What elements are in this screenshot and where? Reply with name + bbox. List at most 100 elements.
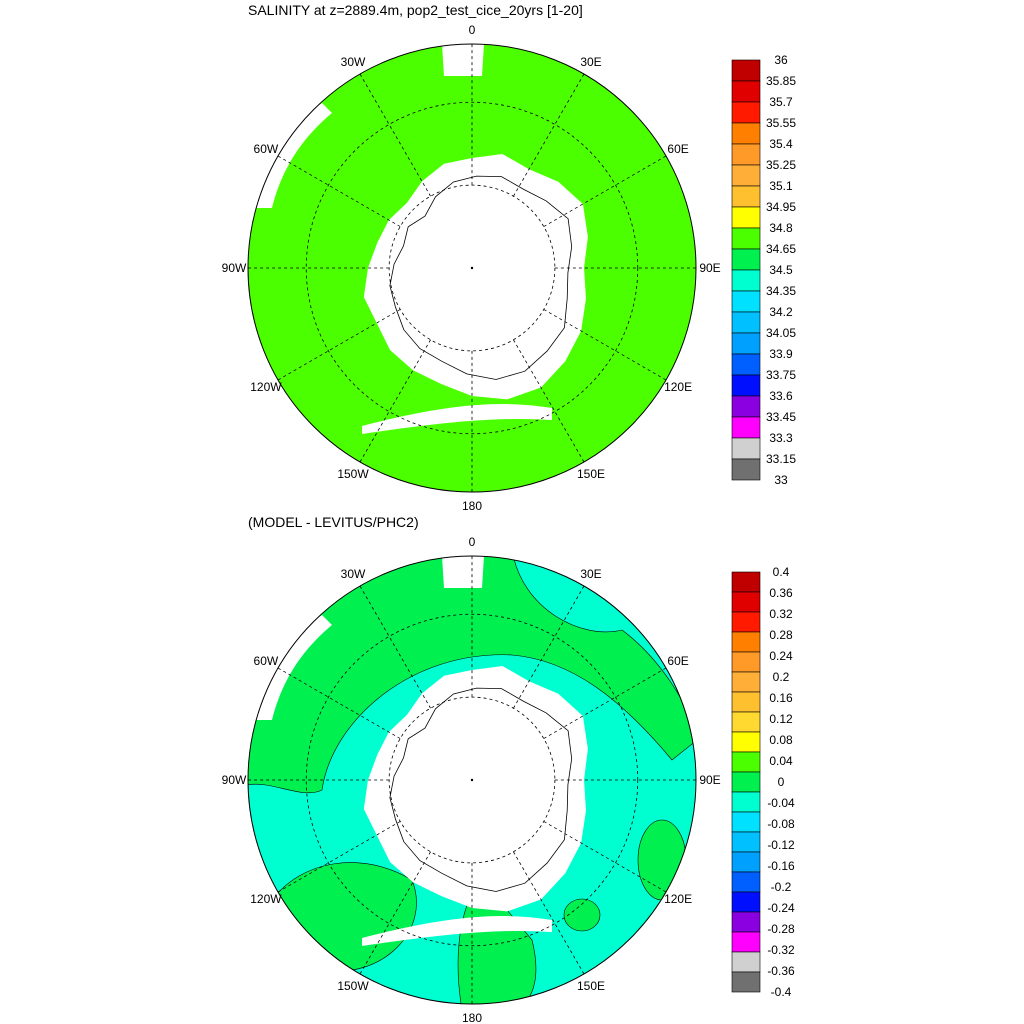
bottom-land-mask [442, 556, 484, 588]
longitude-label: 90E [699, 773, 720, 787]
colorbar-label: -0.2 [771, 880, 792, 894]
longitude-label: 30E [580, 567, 601, 581]
longitude-label: 90W [222, 261, 247, 275]
colorbar-swatch [731, 691, 761, 713]
colorbar-swatch [731, 227, 761, 250]
colorbar-swatch [731, 185, 761, 208]
longitude-label: 120E [664, 892, 692, 906]
colorbar-swatch [731, 101, 761, 124]
top-map-frame [247, 43, 697, 493]
colorbar-label: -0.32 [767, 943, 795, 957]
colorbar-label: 33.15 [766, 452, 796, 466]
bottom-ridge-mask [362, 916, 552, 946]
colorbar-swatch [731, 891, 761, 913]
colorbar-label: 35.85 [766, 74, 796, 88]
colorbar-label: 0.12 [769, 712, 793, 726]
longitude-label: 60W [254, 654, 279, 668]
bottom-map-frame [247, 555, 697, 1005]
colorbar-swatch [731, 611, 761, 633]
colorbar-label: 33.9 [769, 347, 793, 361]
pole-marker [470, 778, 474, 782]
colorbar-label: 0.24 [769, 649, 793, 663]
colorbar-label: 34.35 [766, 284, 796, 298]
colorbar-label: 35.4 [769, 137, 793, 151]
colorbar-label: -0.04 [767, 796, 795, 810]
longitude-label: 30E [580, 55, 601, 69]
colorbar-label: 0.16 [769, 691, 793, 705]
colorbar-label: -0.08 [767, 817, 795, 831]
colorbar-label: 35.25 [766, 158, 796, 172]
colorbar-label: 0.28 [769, 628, 793, 642]
colorbar-swatch [731, 751, 761, 773]
colorbar-label: 33.6 [769, 389, 793, 403]
longitude-label: 0 [469, 535, 476, 549]
colorbar-swatch [731, 437, 761, 460]
longitude-label: 180 [462, 499, 482, 513]
top-land-mask [363, 154, 588, 400]
top-map-panel: 0 30E 60E 90E 120E 150E 180 150W 120W 90W 60W 30W 36… [222, 23, 797, 513]
longitude-label: 90E [699, 261, 720, 275]
colorbar-label: 0.4 [773, 565, 790, 579]
colorbar-label: 35.1 [769, 179, 793, 193]
longitude-label: 60E [667, 654, 688, 668]
anomaly-positive-region [563, 898, 601, 932]
colorbar-swatch [731, 591, 761, 613]
colorbar-label: -0.16 [767, 859, 795, 873]
colorbar-label: 34.8 [769, 221, 793, 235]
anomaly-positive-region [248, 556, 696, 794]
longitude-label: 180 [462, 1011, 482, 1024]
colorbar-swatch [731, 374, 761, 397]
longitude-label: 120W [250, 380, 282, 394]
bottom-graticule [248, 556, 696, 1004]
top-colorbar: 36 35.85 35.7 35.55 35.4 35.25 35.1 34.95 34.8 34… [731, 53, 796, 487]
colorbar-swatch [731, 416, 761, 439]
top-land-mask [442, 44, 484, 76]
top-plot-title: SALINITY at z=2889.4m, pop2_test_cice_20… [248, 2, 583, 18]
bottom-coastline [389, 687, 573, 892]
colorbar-swatch [731, 631, 761, 653]
colorbar-swatch [731, 771, 761, 793]
longitude-label: 30W [341, 55, 366, 69]
colorbar-swatch [731, 269, 761, 292]
colorbar-swatch [731, 290, 761, 313]
bottom-colorbar: 0.4 0.36 0.32 0.28 0.24 0.2 0.16 0.12 0.08 0.04 0 -… [731, 565, 795, 999]
longitude-label: 150E [577, 979, 605, 993]
colorbar-swatch [731, 458, 761, 481]
colorbar-label: -0.24 [767, 901, 795, 915]
colorbar-label: -0.4 [771, 985, 792, 999]
colorbar-swatch [731, 353, 761, 376]
colorbar-swatch [731, 951, 761, 973]
top-land-mask [248, 103, 332, 208]
colorbar-swatch [731, 143, 761, 166]
pole-marker [470, 266, 474, 270]
colorbar-swatch [731, 671, 761, 693]
longitude-label: 60W [254, 142, 279, 156]
colorbar-swatch [731, 651, 761, 673]
colorbar-label: -0.12 [767, 838, 795, 852]
colorbar-swatch [731, 831, 761, 853]
colorbar-swatch [731, 871, 761, 893]
colorbar-label: 0 [778, 775, 785, 789]
colorbar-swatch [731, 811, 761, 833]
longitude-label: 90W [222, 773, 247, 787]
colorbar-label: 34.05 [766, 326, 796, 340]
colorbar-swatch [731, 248, 761, 271]
longitude-label: 0 [469, 23, 476, 37]
colorbar-swatch [731, 311, 761, 334]
colorbar-label: 0.36 [769, 586, 793, 600]
colorbar-swatch [731, 395, 761, 418]
top-ridge-mask [362, 404, 552, 434]
colorbar-label: 34.2 [769, 305, 793, 319]
bottom-land-mask [248, 615, 332, 720]
colorbar-swatch [731, 971, 761, 993]
top-coastline [389, 175, 573, 380]
colorbar-label: 33 [774, 473, 788, 487]
longitude-label: 60E [667, 142, 688, 156]
colorbar-swatch [731, 931, 761, 953]
colorbar-swatch [731, 206, 761, 229]
colorbar-label: 0.04 [769, 754, 793, 768]
top-graticule [248, 44, 696, 492]
colorbar-label: 34.65 [766, 242, 796, 256]
colorbar-swatch [731, 164, 761, 187]
